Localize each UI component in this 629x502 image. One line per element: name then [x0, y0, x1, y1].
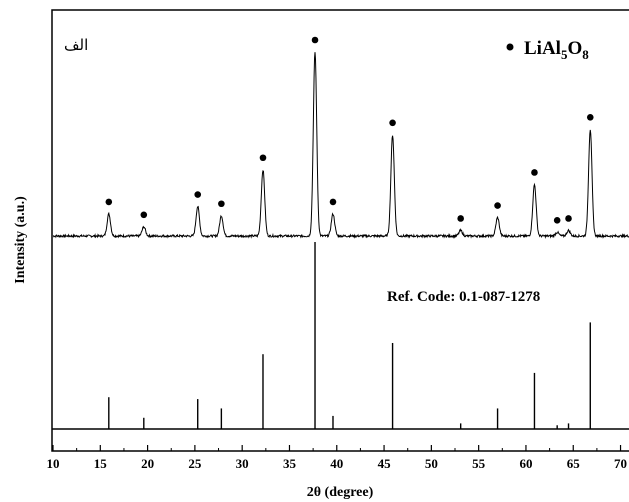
- x-tick-label: 50: [425, 456, 438, 471]
- x-axis-title: 2θ (degree): [307, 485, 374, 500]
- peak-marker: [494, 202, 501, 209]
- peak-marker: [586, 113, 594, 121]
- peak-marker: [194, 191, 202, 198]
- peak-marker: [311, 36, 319, 44]
- peak-markers: [105, 36, 594, 224]
- peak-marker: [531, 169, 538, 176]
- x-tick-label: 45: [378, 456, 392, 471]
- legend-label: LiAl5O8: [524, 38, 589, 62]
- x-tick-label: 25: [188, 456, 202, 471]
- plot-frame: [51, 9, 629, 452]
- peak-marker: [259, 154, 267, 162]
- x-tick-label: 35: [283, 456, 297, 471]
- reference-lines: [108, 242, 591, 429]
- x-axis-tick-labels: 10 15 20 25 30 35 40 45 50 55 60 65 70: [47, 456, 628, 471]
- x-tick-label: 15: [94, 456, 108, 471]
- x-tick-label: 20: [141, 456, 154, 471]
- x-tick-label: 10: [47, 456, 60, 471]
- peak-marker: [329, 198, 337, 206]
- x-tick-label: 55: [472, 456, 486, 471]
- peak-marker: [457, 215, 464, 222]
- peak-marker: [389, 119, 396, 127]
- peak-marker: [218, 200, 225, 208]
- peak-marker: [553, 217, 561, 224]
- measured-pattern-line: [52, 52, 629, 239]
- y-axis-title: Intensity (a.u.): [13, 196, 28, 284]
- legend: LiAl5O8: [506, 38, 589, 62]
- reference-code-label: Ref. Code: 0.1-087-1278: [387, 289, 540, 305]
- x-tick-label: 65: [567, 456, 581, 471]
- legend-marker: [506, 43, 514, 51]
- peak-marker: [565, 215, 572, 222]
- x-tick-label: 30: [236, 456, 249, 471]
- peak-marker: [105, 198, 113, 206]
- x-axis-ticks: [52, 445, 622, 451]
- panel-label: الف: [64, 36, 88, 54]
- peak-marker: [140, 211, 148, 219]
- x-tick-label: 70: [614, 456, 627, 471]
- x-tick-label: 40: [330, 456, 343, 471]
- x-tick-label: 60: [519, 456, 532, 471]
